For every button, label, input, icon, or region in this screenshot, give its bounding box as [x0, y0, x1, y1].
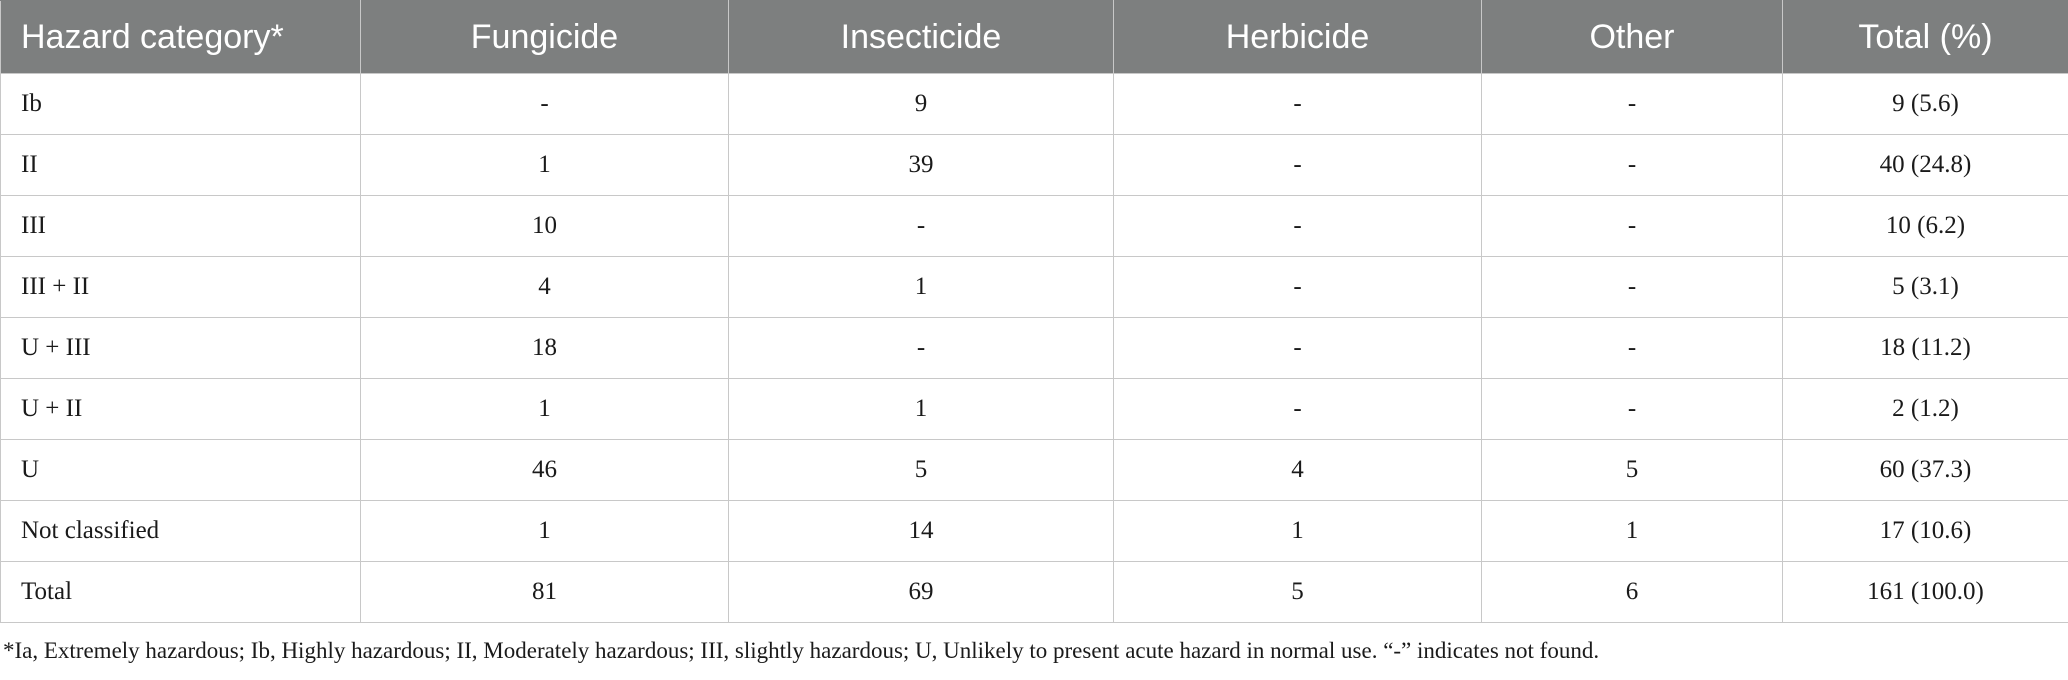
table-row: U 46 5 4 5 60 (37.3) — [0, 439, 2068, 501]
cell-fungicide: - — [360, 73, 729, 135]
cell-total-percent: 9 (5.6) — [1782, 73, 2068, 135]
cell-herbicide: - — [1113, 378, 1482, 440]
cell-other: - — [1481, 134, 1783, 196]
cell-fungicide: 4 — [360, 256, 729, 318]
table-row: U + II 1 1 - - 2 (1.2) — [0, 378, 2068, 440]
table-row: Ib - 9 - - 9 (5.6) — [0, 73, 2068, 135]
cell-total-percent: 60 (37.3) — [1782, 439, 2068, 501]
cell-fungicide: 81 — [360, 561, 729, 623]
cell-fungicide: 1 — [360, 500, 729, 562]
cell-insecticide: 39 — [728, 134, 1114, 196]
cell-hazard-category: III + II — [0, 256, 361, 318]
cell-fungicide: 1 — [360, 134, 729, 196]
cell-insecticide: 5 — [728, 439, 1114, 501]
cell-hazard-category: U + II — [0, 378, 361, 440]
cell-hazard-category: U + III — [0, 317, 361, 379]
cell-hazard-category: Ib — [0, 73, 361, 135]
cell-hazard-category: U — [0, 439, 361, 501]
cell-hazard-category: II — [0, 134, 361, 196]
cell-other: - — [1481, 256, 1783, 318]
hazard-table-container: Hazard category* Fungicide Insecticide H… — [0, 0, 2068, 623]
hazard-category-table: Hazard category* Fungicide Insecticide H… — [0, 0, 2068, 623]
cell-insecticide: 69 — [728, 561, 1114, 623]
table-header: Hazard category* Fungicide Insecticide H… — [0, 0, 2068, 74]
cell-insecticide: 9 — [728, 73, 1114, 135]
table-row: U + III 18 - - - 18 (11.2) — [0, 317, 2068, 379]
cell-herbicide: - — [1113, 73, 1482, 135]
cell-insecticide: 1 — [728, 256, 1114, 318]
cell-insecticide: - — [728, 195, 1114, 257]
cell-total-percent: 18 (11.2) — [1782, 317, 2068, 379]
cell-insecticide: 14 — [728, 500, 1114, 562]
cell-total-percent: 161 (100.0) — [1782, 561, 2068, 623]
cell-other: 6 — [1481, 561, 1783, 623]
table-row: II 1 39 - - 40 (24.8) — [0, 134, 2068, 196]
header-herbicide: Herbicide — [1113, 0, 1482, 74]
cell-other: 1 — [1481, 500, 1783, 562]
cell-fungicide: 10 — [360, 195, 729, 257]
table-row: Not classified 1 14 1 1 17 (10.6) — [0, 500, 2068, 562]
cell-other: 5 — [1481, 439, 1783, 501]
cell-fungicide: 1 — [360, 378, 729, 440]
table-body: Ib - 9 - - 9 (5.6) II 1 39 - - 40 (24.8)… — [0, 73, 2068, 623]
cell-herbicide: 4 — [1113, 439, 1482, 501]
cell-fungicide: 46 — [360, 439, 729, 501]
cell-total-percent: 5 (3.1) — [1782, 256, 2068, 318]
header-insecticide: Insecticide — [728, 0, 1114, 74]
header-row: Hazard category* Fungicide Insecticide H… — [0, 0, 2068, 74]
cell-herbicide: - — [1113, 256, 1482, 318]
cell-other: - — [1481, 73, 1783, 135]
cell-total-percent: 17 (10.6) — [1782, 500, 2068, 562]
cell-herbicide: - — [1113, 317, 1482, 379]
cell-herbicide: 1 — [1113, 500, 1482, 562]
header-other: Other — [1481, 0, 1783, 74]
header-fungicide: Fungicide — [360, 0, 729, 74]
cell-other: - — [1481, 195, 1783, 257]
cell-hazard-category: Not classified — [0, 500, 361, 562]
table-row: III 10 - - - 10 (6.2) — [0, 195, 2068, 257]
cell-herbicide: - — [1113, 134, 1482, 196]
table-footnote: *Ia, Extremely hazardous; Ib, Highly haz… — [3, 638, 1600, 663]
cell-herbicide: - — [1113, 195, 1482, 257]
cell-other: - — [1481, 317, 1783, 379]
cell-total-percent: 2 (1.2) — [1782, 378, 2068, 440]
cell-hazard-category: III — [0, 195, 361, 257]
cell-herbicide: 5 — [1113, 561, 1482, 623]
cell-fungicide: 18 — [360, 317, 729, 379]
cell-insecticide: - — [728, 317, 1114, 379]
cell-insecticide: 1 — [728, 378, 1114, 440]
cell-total-percent: 40 (24.8) — [1782, 134, 2068, 196]
table-row: III + II 4 1 - - 5 (3.1) — [0, 256, 2068, 318]
table-row-total: Total 81 69 5 6 161 (100.0) — [0, 561, 2068, 623]
header-total-percent: Total (%) — [1782, 0, 2068, 74]
cell-other: - — [1481, 378, 1783, 440]
header-hazard-category: Hazard category* — [0, 0, 361, 74]
cell-hazard-category: Total — [0, 561, 361, 623]
cell-total-percent: 10 (6.2) — [1782, 195, 2068, 257]
